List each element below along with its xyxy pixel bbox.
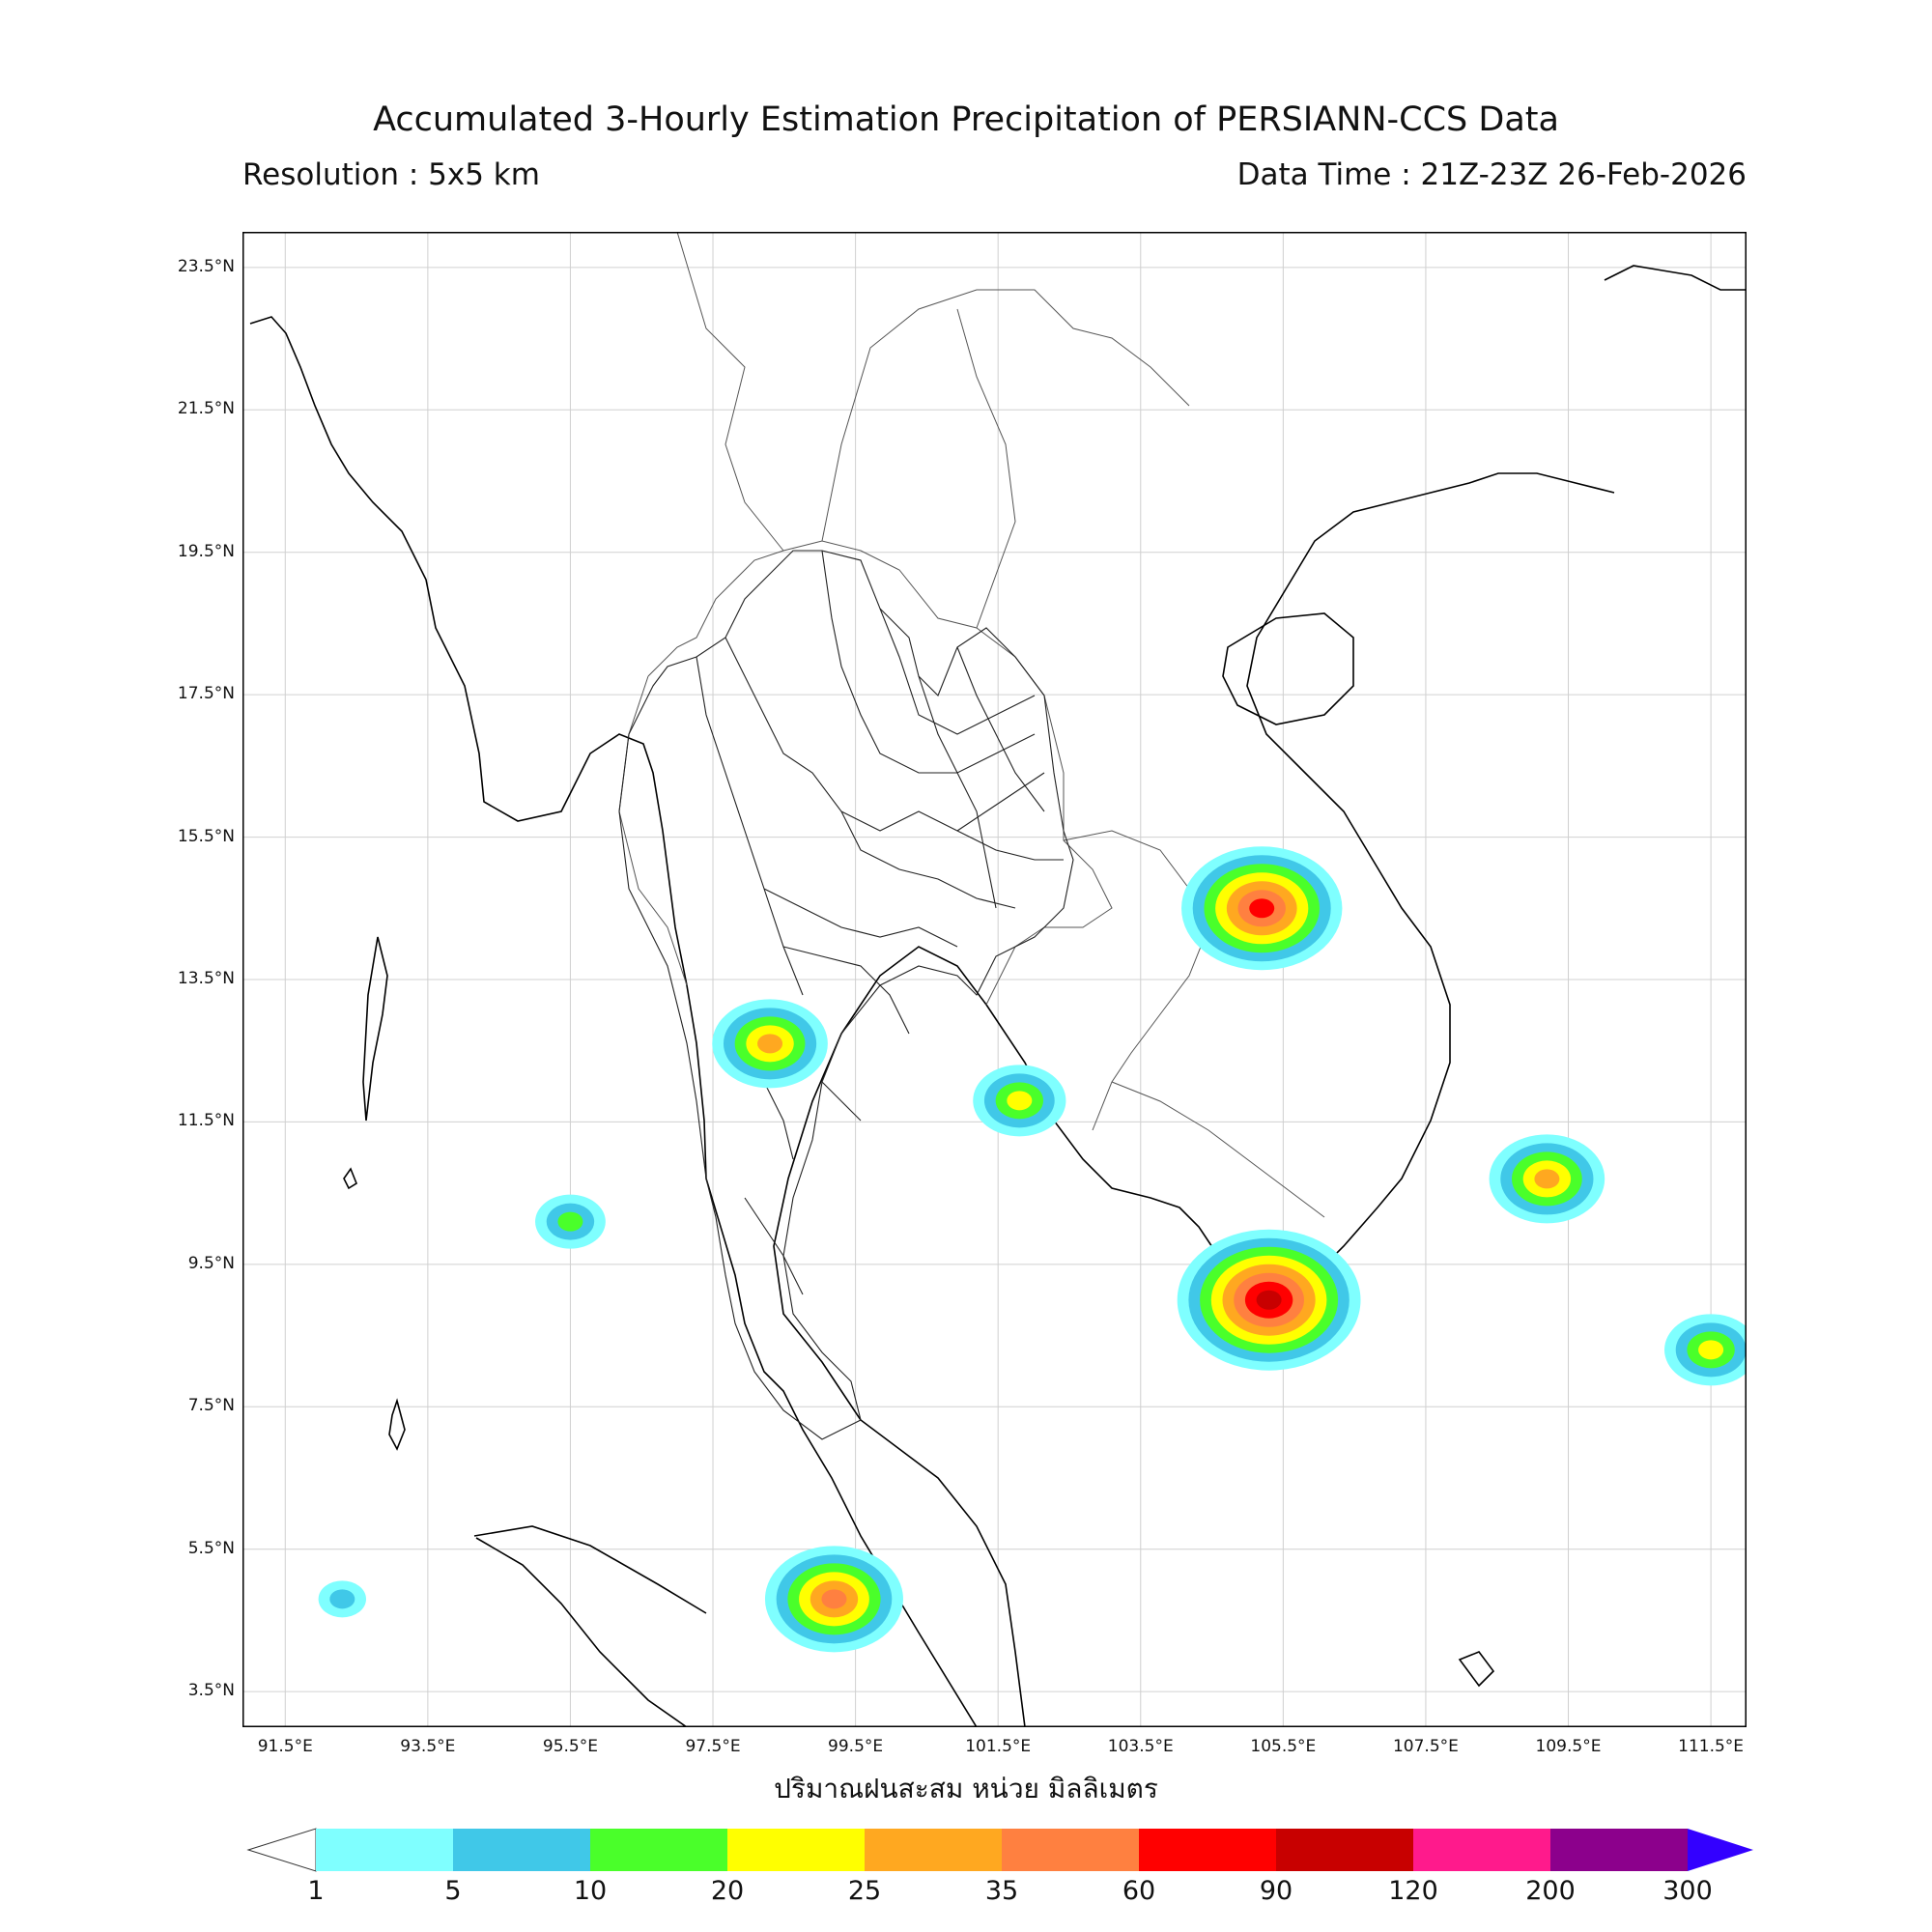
lat-tick-label: 19.5°N (177, 541, 235, 561)
lon-tick-label: 105.5°E (1250, 1737, 1317, 1756)
lon-tick-label: 107.5°E (1392, 1737, 1459, 1756)
lon-tick-label: 99.5°E (828, 1737, 884, 1756)
lon-tick-label: 95.5°E (542, 1737, 598, 1756)
lat-tick-label: 5.5°N (187, 1538, 235, 1558)
precip-cell (1007, 1091, 1033, 1111)
lon-tick-label: 93.5°E (400, 1737, 456, 1756)
lon-tick-label: 103.5°E (1107, 1737, 1174, 1756)
precip-cell (329, 1589, 355, 1609)
lon-tick-label: 111.5°E (1678, 1737, 1745, 1756)
colorbar-segment (1139, 1829, 1276, 1871)
colorbar-tick-label: 35 (984, 1876, 1019, 1906)
colorbar-over-arrow (1688, 1829, 1753, 1871)
colorbar-segment (1002, 1829, 1139, 1871)
lat-tick-label: 13.5°N (177, 969, 235, 988)
data-time-label: Data Time : 21Z-23Z 26-Feb-2026 (1236, 157, 1747, 192)
map-title: Accumulated 3-Hourly Estimation Precipit… (373, 100, 1559, 139)
colorbar-segment (727, 1829, 865, 1871)
lat-tick-label: 7.5°N (187, 1396, 235, 1416)
precip-cell (557, 1211, 583, 1232)
precipitation-layer (318, 846, 1747, 1653)
precip-cell (1698, 1340, 1724, 1360)
graticule (242, 232, 1747, 1727)
colorbar-segment (316, 1829, 453, 1871)
lat-tick-label: 15.5°N (177, 826, 235, 846)
colorbar-tick-label: 1 (307, 1876, 325, 1906)
colorbar-tick-label: 20 (710, 1876, 745, 1906)
colorbar-tick-label: 25 (847, 1876, 882, 1906)
colorbar-segment (453, 1829, 590, 1871)
precip-cell (757, 1034, 783, 1054)
colorbar-segment (1413, 1829, 1550, 1871)
colorbar-tick-label: 10 (573, 1876, 608, 1906)
precip-cell (1256, 1290, 1282, 1310)
colorbar-segment (1550, 1829, 1688, 1871)
lon-tick-label: 97.5°E (685, 1737, 741, 1756)
lat-tick-label: 3.5°N (187, 1681, 235, 1701)
province-borders (618, 550, 1074, 1440)
map-frame (242, 232, 1747, 1727)
lon-tick-label: 91.5°E (257, 1737, 313, 1756)
lat-tick-label: 17.5°N (177, 684, 235, 704)
colorbar-segment (1276, 1829, 1413, 1871)
unit-label: ปริมาณฝนสะสม หน่วย มิลลิเมตร (774, 1773, 1158, 1804)
resolution-label: Resolution : 5x5 km (242, 157, 540, 192)
lat-tick-label: 23.5°N (177, 256, 235, 276)
precip-cell (1534, 1169, 1560, 1189)
colorbar-segment (865, 1829, 1002, 1871)
lon-tick-label: 101.5°E (965, 1737, 1032, 1756)
precipitation-map (242, 232, 1747, 1727)
colorbar-tick-label: 300 (1662, 1876, 1713, 1906)
lat-tick-label: 11.5°N (177, 1111, 235, 1131)
colorbar-tick-label: 200 (1525, 1876, 1576, 1906)
colorbar-tick-label: 90 (1259, 1876, 1293, 1906)
precip-cell (1249, 898, 1275, 919)
colorbar-segment (590, 1829, 727, 1871)
colorbar-under-arrow (246, 1828, 317, 1872)
lat-tick-label: 9.5°N (187, 1253, 235, 1273)
colorbar-tick-label: 60 (1122, 1876, 1156, 1906)
country-borders (618, 232, 1325, 1218)
colorbar (246, 1828, 1753, 1872)
lon-tick-label: 109.5°E (1535, 1737, 1602, 1756)
colorbar-tick-label: 120 (1388, 1876, 1438, 1906)
colorbar-tick-label: 5 (444, 1876, 462, 1906)
precip-cell (821, 1589, 847, 1609)
lat-tick-label: 21.5°N (177, 399, 235, 419)
